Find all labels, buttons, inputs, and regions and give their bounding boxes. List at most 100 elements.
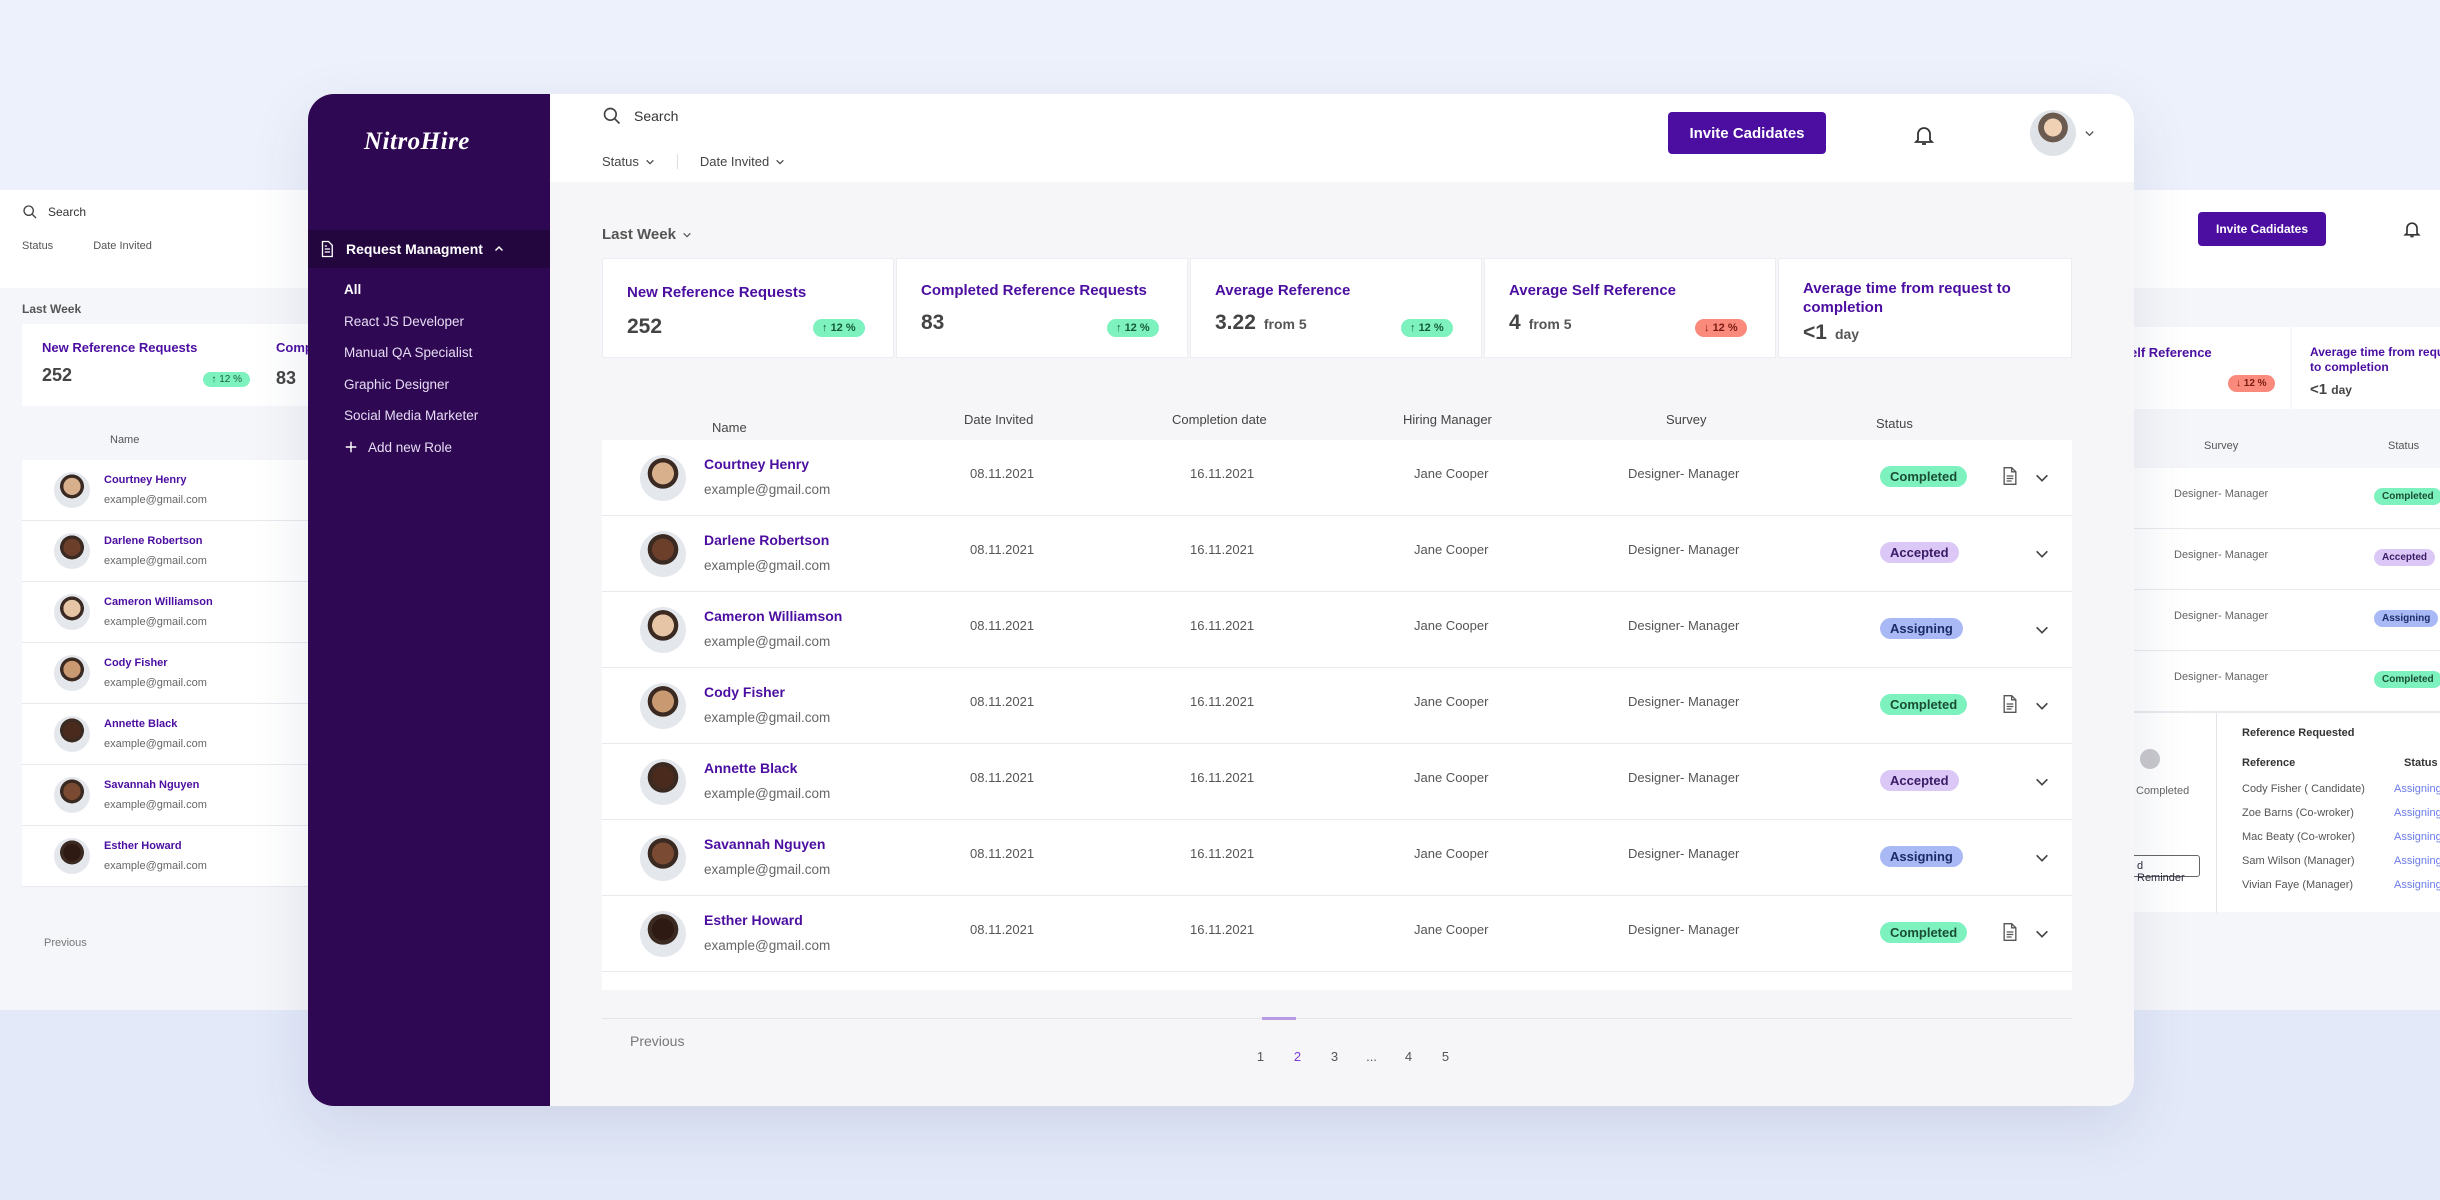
hiring-manager: Jane Cooper <box>1414 694 1489 709</box>
stat-card-new-requests: New Reference Requests 252 ↑ 12 % <box>602 258 894 358</box>
sidebar-item-react-js-developer[interactable]: React JS Developer <box>344 313 465 329</box>
chevron-down-icon[interactable] <box>2034 926 2050 942</box>
bell-icon[interactable] <box>1912 122 1936 148</box>
ghost-invite-button: Invite Cadidates <box>2198 212 2326 246</box>
status-badge: Completed <box>1880 694 1968 715</box>
filter-bar: Status Date Invited <box>602 154 807 169</box>
date-invited: 08.11.2021 <box>970 770 1035 785</box>
table-row[interactable]: Darlene Robertson example@gmail.com 08.1… <box>602 516 2072 592</box>
stat-card-average-time: Average time from request to completion … <box>1778 258 2072 358</box>
table-row[interactable]: Cody Fisher example@gmail.com 08.11.2021… <box>602 668 2072 744</box>
candidate-name[interactable]: Savannah Nguyen <box>704 836 826 852</box>
col-name: Name <box>712 420 747 435</box>
ghost-reference-name: Zoe Barns (Co-wroker) <box>2242 807 2354 819</box>
chevron-down-icon[interactable] <box>2034 850 2050 866</box>
ghost-period: Last Week <box>22 302 82 316</box>
sidebar-item-graphic-designer[interactable]: Graphic Designer <box>344 376 450 392</box>
chevron-up-icon <box>494 245 503 252</box>
status-badge: Accepted <box>1880 542 1959 563</box>
sidebar-section-request-management[interactable]: Request Managment <box>308 230 550 268</box>
ghost-reference-status: Assigning <box>2394 879 2440 891</box>
filter-status[interactable]: Status <box>602 154 677 169</box>
ghost-candidate-email: example@gmail.com <box>104 494 207 506</box>
ghost-right-topbar: Invite Cadidates <box>2130 190 2440 288</box>
candidate-name[interactable]: Courtney Henry <box>704 456 810 472</box>
add-role-button[interactable]: Add new Role <box>344 432 478 464</box>
ghost-right-card-title-1: elf Reference <box>2130 345 2212 360</box>
stat-value: 4 from 5 <box>1509 311 1572 334</box>
survey: Designer- Manager <box>1628 922 1740 937</box>
page-numbers: 1 2 3... 4 5 <box>1242 1049 1464 1064</box>
pagination-active-indicator <box>1262 1017 1296 1020</box>
sidebar-item-social-media-marketer[interactable]: Social Media Marketer <box>344 408 479 423</box>
ghost-right-card-2: Average time from request to completion … <box>2292 327 2440 409</box>
ghost-name-header: Name <box>110 434 140 446</box>
candidate-name[interactable]: Cody Fisher <box>704 684 785 700</box>
document-icon[interactable] <box>2000 692 2020 716</box>
previous-page-button[interactable]: Previous <box>630 1033 685 1049</box>
ghost-search-label: Search <box>48 205 87 219</box>
candidate-name[interactable]: Cameron Williamson <box>704 608 843 624</box>
avatar <box>54 533 90 569</box>
ghost-table-row: Savannah Nguyen example@gmail.com <box>22 765 310 826</box>
col-hiring-manager: Hiring Manager <box>1403 412 1492 427</box>
candidate-name[interactable]: Annette Black <box>704 760 798 776</box>
col-survey: Survey <box>1666 412 1707 427</box>
stats-row: New Reference Requests 252 ↑ 12 % Comple… <box>602 258 2072 358</box>
ghost-right-row: Designer- Manager Completed <box>2130 468 2440 529</box>
avatar <box>640 759 686 805</box>
sidebar-roles-list: All React JS Developer Manual QA Special… <box>344 274 478 463</box>
table-row[interactable]: Savannah Nguyen example@gmail.com 08.11.… <box>602 820 2072 896</box>
page-5[interactable]: 5 <box>1441 1049 1450 1064</box>
filter-date-invited[interactable]: Date Invited <box>676 154 807 169</box>
ghost-survey: Designer- Manager <box>2174 671 2269 683</box>
document-icon[interactable] <box>2000 464 2020 488</box>
ghost-prev: Previous <box>44 937 87 949</box>
ghost-filter-status: Status <box>22 240 54 252</box>
chevron-down-icon[interactable] <box>2034 470 2050 486</box>
ghost-reference-name: Mac Beaty (Co-wroker) <box>2242 831 2356 843</box>
bell-icon <box>2403 222 2421 238</box>
invite-candidates-button[interactable]: Invite Cadidates <box>1668 112 1826 154</box>
chevron-down-icon <box>683 232 691 238</box>
candidate-name[interactable]: Esther Howard <box>704 912 803 928</box>
candidate-email: example@gmail.com <box>704 634 831 649</box>
ghost-table-row: Cody Fisher example@gmail.com <box>22 643 310 704</box>
search-field[interactable]: Search <box>602 106 678 126</box>
ghost-survey-header: Survey <box>2204 440 2239 452</box>
table-row[interactable]: Annette Black example@gmail.com 08.11.20… <box>602 744 2072 820</box>
hiring-manager: Jane Cooper <box>1414 542 1489 557</box>
table-header: Name Date Invited Completion date Hiring… <box>602 400 2072 440</box>
period-label: Last Week <box>602 226 676 243</box>
survey: Designer- Manager <box>1628 618 1740 633</box>
period-dropdown[interactable]: Last Week <box>602 226 692 243</box>
page-1[interactable]: 1 <box>1256 1049 1265 1064</box>
ghost-reference-status: Assigning <box>2394 855 2440 867</box>
chevron-down-icon[interactable] <box>2034 774 2050 790</box>
page-2[interactable]: 2 <box>1293 1049 1302 1064</box>
table-row[interactable]: Courtney Henry example@gmail.com 08.11.2… <box>602 440 2072 516</box>
avatar <box>54 655 90 691</box>
profile-menu[interactable] <box>2030 110 2095 156</box>
stat-trend-badge: ↑ 12 % <box>813 319 865 337</box>
table-row[interactable]: Cameron Williamson example@gmail.com 08.… <box>602 592 2072 668</box>
plus-icon <box>345 442 357 453</box>
ghost-card-value: 252 <box>42 365 73 385</box>
ghost-candidate-email: example@gmail.com <box>104 860 207 872</box>
page-3[interactable]: 3 <box>1330 1049 1339 1064</box>
ghost-status-badge: Completed <box>2374 488 2440 505</box>
ghost-candidate-name: Cameron Williamson <box>104 596 213 608</box>
date-invited: 08.11.2021 <box>970 466 1035 481</box>
chevron-down-icon[interactable] <box>2034 622 2050 638</box>
sidebar-item-all[interactable]: All <box>344 282 362 297</box>
chevron-down-icon[interactable] <box>2034 546 2050 562</box>
chevron-down-icon[interactable] <box>2034 698 2050 714</box>
sidebar-item-manual-qa-specialist[interactable]: Manual QA Specialist <box>344 345 473 360</box>
hiring-manager: Jane Cooper <box>1414 618 1489 633</box>
document-icon[interactable] <box>2000 920 2020 944</box>
hiring-manager: Jane Cooper <box>1414 922 1489 937</box>
candidate-name[interactable]: Darlene Robertson <box>704 532 830 548</box>
page-4[interactable]: 4 <box>1404 1049 1413 1064</box>
table-row[interactable]: Esther Howard example@gmail.com 08.11.20… <box>602 896 2072 972</box>
search-input[interactable]: Search <box>634 108 679 124</box>
